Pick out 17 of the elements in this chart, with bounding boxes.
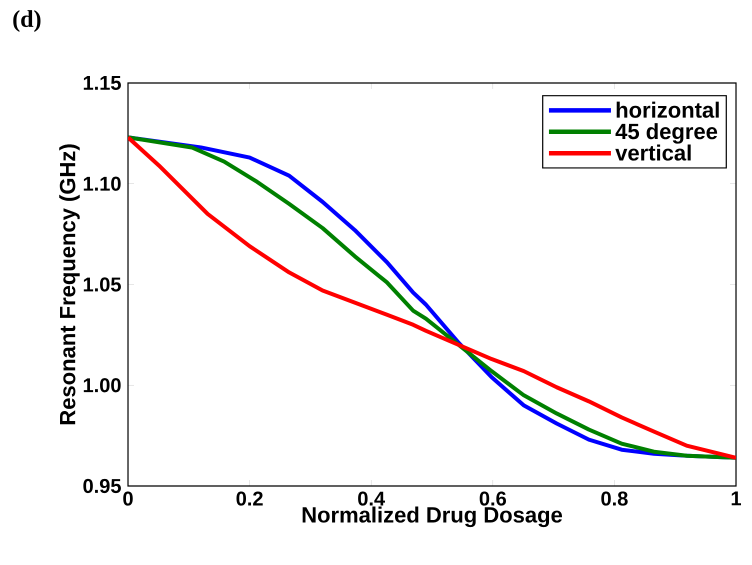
legend-label: horizontal xyxy=(616,102,719,118)
x-axis-title: Normalized Drug Dosage xyxy=(302,506,562,528)
legend-label: vertical xyxy=(615,144,691,161)
y-tick-label: 1.10 xyxy=(84,176,121,191)
x-tick-label: 1 xyxy=(732,492,742,506)
y-axis-title: Resonant Frequency (GHz) xyxy=(59,144,80,424)
x-tick-label: 0.2 xyxy=(236,492,263,506)
x-tick-label: 0 xyxy=(123,492,133,506)
y-tick-label: 1.15 xyxy=(84,76,121,90)
x-tick-label: 0.6 xyxy=(480,492,506,506)
x-tick-label: 0.8 xyxy=(601,492,628,506)
y-tick-label: 1.00 xyxy=(84,378,121,392)
y-tick-label: 0.95 xyxy=(83,478,121,494)
y-tick-label: 1.05 xyxy=(84,277,121,292)
legend-label: 45 degree xyxy=(616,123,718,144)
x-tick-label: 0.4 xyxy=(358,492,386,506)
chart-title: (d) xyxy=(13,10,40,32)
